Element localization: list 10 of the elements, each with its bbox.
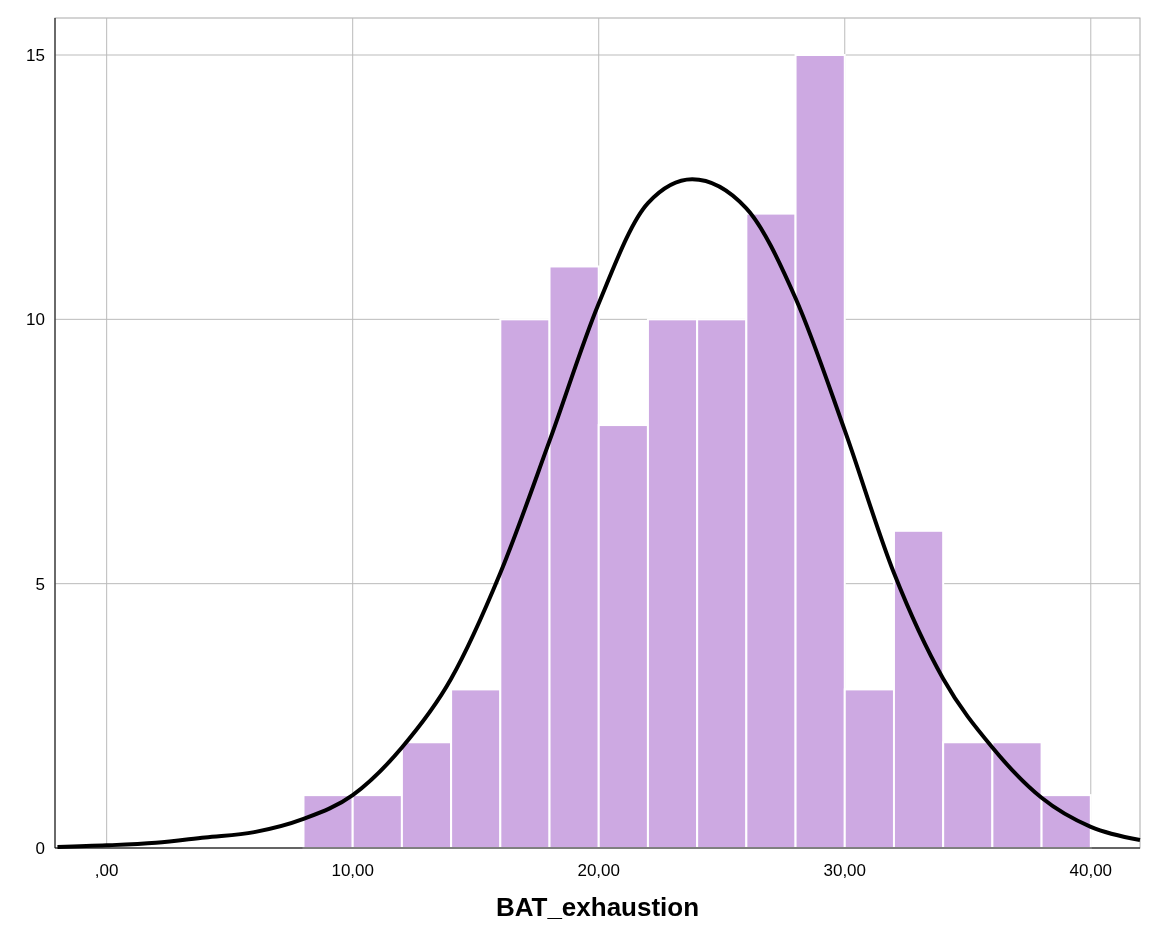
- x-tick-label: ,00: [94, 861, 119, 880]
- y-tick-label: 15: [26, 45, 45, 65]
- y-tick-label: 10: [26, 310, 45, 330]
- x-tick-label: 20,00: [577, 861, 620, 880]
- y-tick-label: 5: [35, 574, 45, 594]
- x-tick-label: 10,00: [331, 861, 374, 880]
- x-axis-title: BAT_exhaustion: [495, 892, 700, 922]
- x-tick-label: 30,00: [823, 861, 867, 880]
- y-tick-label: 0: [35, 838, 45, 858]
- x-tick-label: 40,00: [1069, 861, 1113, 880]
